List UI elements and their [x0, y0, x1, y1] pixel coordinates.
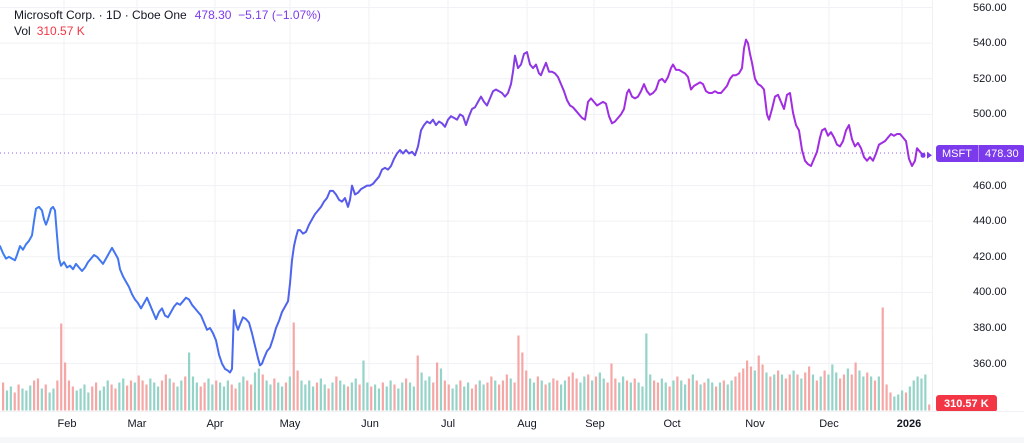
time-axis-tick: Dec [819, 418, 839, 430]
chart-pane[interactable] [0, 0, 932, 443]
time-axis-tick: Sep [585, 418, 605, 430]
time-axis-tick: May [279, 418, 301, 430]
bottom-edge-band [0, 437, 1024, 443]
price-line [0, 38, 924, 374]
price-axis-tick: 540.00 [973, 37, 1007, 50]
time-axis-tick: Oct [663, 418, 681, 430]
symbol-title[interactable]: Microsoft Corp. · 1D · Cboe One [14, 8, 187, 22]
price-axis-tick: 500.00 [973, 108, 1007, 121]
price-change: −5.17 [238, 8, 269, 22]
last-price-marker [920, 152, 926, 158]
price-axis[interactable]: MSFT 478.30 310.57 K 560.00 540.00 520.00 5… [932, 0, 1024, 412]
last-price-arrow-icon [927, 151, 932, 159]
price-badge: MSFT 478.30 [936, 145, 1024, 162]
price-axis-tick: 460.00 [973, 179, 1007, 192]
symbol-info-row: Microsoft Corp. · 1D · Cboe One 478.30 −5… [14, 7, 321, 23]
volume-badge: 310.57 K [936, 395, 997, 412]
price-axis-tick: 440.00 [973, 215, 1007, 228]
price-axis-tick: 520.00 [973, 72, 1007, 85]
volume-bars-layer [2, 307, 931, 411]
price-change-pct: (−1.07%) [271, 8, 321, 22]
time-axis-tick-year: 2026 [896, 418, 922, 430]
price-axis-tick: 560.00 [973, 1, 1007, 14]
last-price: 478.30 [194, 8, 232, 22]
price-axis-tick: 420.00 [973, 250, 1007, 263]
time-axis-tick: Aug [517, 418, 537, 430]
time-axis-tick: Nov [745, 418, 765, 430]
grid-layer [0, 0, 932, 410]
volume-row: Vol 310.57 K [14, 23, 85, 39]
price-axis-tick: 380.00 [973, 321, 1007, 334]
price-badge-divider [977, 145, 979, 162]
price-badge-symbol: MSFT [942, 147, 972, 160]
time-axis-tick: Jul [440, 418, 456, 430]
volume-value: 310.57 K [36, 24, 85, 38]
price-axis-tick: 360.00 [973, 357, 1007, 370]
price-badge-value: 478.30 [984, 147, 1019, 160]
time-axis-tick: Feb [57, 418, 77, 430]
price-axis-tick: 400.00 [973, 286, 1007, 299]
time-axis-tick: Jun [361, 418, 379, 430]
time-axis-tick: Apr [206, 418, 224, 430]
volume-label[interactable]: Vol [14, 24, 31, 38]
price-chart-canvas[interactable] [0, 0, 932, 443]
time-axis-tick: Mar [127, 418, 147, 430]
